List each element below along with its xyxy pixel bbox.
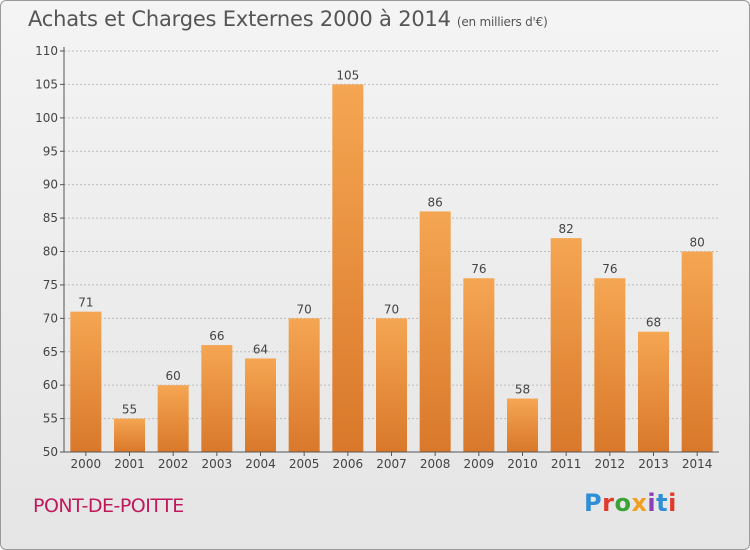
chart-unit: (en milliers d'€) <box>456 15 548 29</box>
x-tick-label: 2009 <box>464 457 495 471</box>
brand-letter: t <box>656 489 669 517</box>
x-tick-label: 2013 <box>638 457 669 471</box>
y-tick-label: 50 <box>43 445 58 459</box>
brand-letter: P <box>584 489 603 517</box>
bar-value-label: 80 <box>690 236 705 250</box>
x-tick-label: 2004 <box>245 457 276 471</box>
bar-2012 <box>594 278 626 452</box>
bar-2007 <box>376 318 407 452</box>
bar-value-label: 58 <box>515 383 530 397</box>
y-tick-label: 85 <box>43 211 58 225</box>
bar-value-label: 60 <box>166 369 181 383</box>
chart-title-text: Achats et Charges Externes 2000 à 2014 <box>28 7 451 31</box>
y-tick-label: 60 <box>43 378 58 392</box>
y-tick-label: 95 <box>43 144 58 158</box>
bar-2004 <box>245 358 276 452</box>
bar-2009 <box>463 278 495 452</box>
bar-2014 <box>681 251 713 452</box>
x-tick-label: 2012 <box>595 457 626 471</box>
x-tick-label: 2008 <box>420 457 451 471</box>
brand-letter: i <box>647 489 657 517</box>
bar-value-label: 76 <box>471 262 486 276</box>
x-tick-label: 2003 <box>202 457 233 471</box>
bar-2000 <box>70 311 102 452</box>
y-tick-label: 70 <box>43 311 58 325</box>
bar-value-label: 68 <box>646 316 661 330</box>
brand-letter: r <box>602 489 615 517</box>
brand-letter: i <box>668 489 677 517</box>
x-tick-label: 2000 <box>71 457 102 471</box>
brand-letter: x <box>631 489 648 517</box>
bar-2011 <box>550 238 582 452</box>
bar-value-label: 55 <box>122 403 137 417</box>
x-tick-label: 2010 <box>507 457 538 471</box>
bar-2005 <box>288 318 320 452</box>
bar-value-label: 76 <box>602 262 617 276</box>
y-tick-label: 75 <box>43 278 58 292</box>
bar-value-label: 71 <box>78 296 93 310</box>
bar-2003 <box>201 345 233 452</box>
bar-2013 <box>638 331 669 452</box>
bar-value-label: 70 <box>297 302 312 316</box>
y-tick-label: 55 <box>43 412 58 426</box>
bar-value-label: 66 <box>209 329 224 343</box>
y-tick-label: 90 <box>43 178 58 192</box>
bar-value-label: 70 <box>384 302 399 316</box>
bar-value-label: 64 <box>253 342 268 356</box>
bar-value-label: 105 <box>336 68 359 82</box>
x-tick-label: 2005 <box>289 457 320 471</box>
bar-2006 <box>332 84 364 453</box>
y-tick-label: 110 <box>35 44 58 58</box>
brand-letter: o <box>614 489 632 517</box>
axes <box>60 47 719 456</box>
bars <box>70 84 713 453</box>
y-tick-label: 105 <box>35 77 58 91</box>
town-name: PONT-DE-POITTE <box>33 495 184 517</box>
y-tick-label: 80 <box>43 245 58 259</box>
y-tick-label: 65 <box>43 345 58 359</box>
labels: 50 55 60 65 70 75 80 85 90 95 100 105 110 71 2000 55 200… <box>35 44 712 471</box>
bar-value-label: 82 <box>559 222 574 236</box>
x-tick-label: 2014 <box>682 457 713 471</box>
x-tick-label: 2007 <box>376 457 407 471</box>
bar-2010 <box>507 398 538 452</box>
chart-title: Achats et Charges Externes 2000 à 2014 (e… <box>28 7 548 31</box>
bar-value-label: 86 <box>428 195 443 209</box>
x-tick-label: 2011 <box>551 457 582 471</box>
bar-2002 <box>157 385 189 452</box>
proxiti-logo: Proxiti <box>584 489 677 517</box>
bar-2008 <box>419 211 451 452</box>
x-tick-label: 2006 <box>333 457 364 471</box>
x-tick-label: 2002 <box>158 457 189 471</box>
bar-2001 <box>114 418 145 452</box>
y-tick-label: 100 <box>35 111 58 125</box>
x-tick-label: 2001 <box>114 457 145 471</box>
